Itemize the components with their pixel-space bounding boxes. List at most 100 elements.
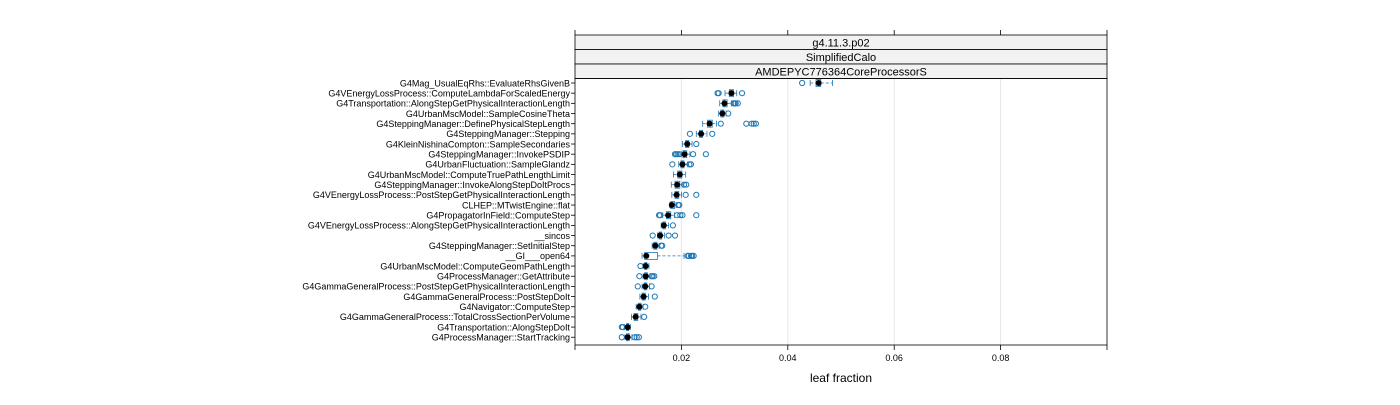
outlier-point — [725, 110, 732, 117]
median-dot — [652, 242, 659, 249]
category-label: G4UrbanMscModel::ComputeTruePathLengthLi… — [368, 170, 571, 180]
median-dot — [721, 100, 728, 107]
outlier-point — [634, 283, 641, 290]
outlier-point — [693, 140, 700, 148]
median-dot — [640, 293, 647, 300]
outlier-point — [651, 293, 658, 300]
category-label: G4SteppingManager::SetInitialStep — [429, 241, 570, 251]
outlier-point — [635, 334, 642, 341]
outlier-point — [752, 120, 759, 127]
category-label: G4SteppingManager::InvokePSDIP — [428, 149, 570, 159]
category-label: G4PropagatorInField::ComputeStep — [426, 211, 570, 221]
outlier-point — [732, 100, 739, 107]
median-dot — [719, 110, 726, 117]
outlier-point — [651, 273, 658, 280]
x-tick-label: 0.02 — [673, 353, 691, 363]
median-dot — [674, 181, 681, 188]
strip-label: SimplifiedCalo — [806, 52, 876, 64]
outlier-point — [637, 262, 644, 270]
category-label: G4VEnergyLossProcess::PostStepGetPhysica… — [313, 190, 570, 200]
outlier-point — [799, 79, 806, 87]
category-label: G4SteppingManager::DefinePhysicalStepLen… — [376, 119, 570, 129]
median-dot — [673, 191, 680, 198]
outlier-point — [693, 191, 700, 198]
category-label: G4VEnergyLossProcess::AlongStepGetPhysic… — [308, 221, 570, 231]
outlier-point — [690, 252, 697, 259]
median-dot — [642, 273, 649, 280]
outlier-point — [659, 242, 666, 249]
outlier-point — [715, 90, 722, 97]
median-dot — [684, 141, 691, 148]
box-layer — [618, 79, 833, 342]
median-dot — [632, 313, 639, 320]
median-dot — [815, 80, 822, 86]
category-label: CLHEP::MTwistEngine::flat — [462, 200, 571, 210]
median-dot — [706, 120, 713, 127]
outlier-point — [686, 130, 694, 137]
outlier-point — [748, 120, 755, 127]
outlier-point — [690, 151, 697, 158]
median-dot — [698, 130, 705, 137]
median-dot — [657, 232, 664, 239]
outlier-point — [682, 191, 689, 198]
outlier-point — [636, 273, 643, 280]
panel-border — [574, 78, 1108, 346]
outlier-point — [734, 100, 741, 107]
x-tick-label: 0.08 — [992, 353, 1010, 363]
category-label: G4GammaGeneralProcess::PostStepGetPhysic… — [302, 282, 570, 292]
x-tick-label: 0.06 — [885, 353, 903, 363]
strip-label: g4.11.3.p02 — [812, 38, 869, 50]
category-label: G4Mag_UsualEqRhs::EvaluateRhsGivenB — [400, 78, 570, 88]
category-label: G4ProcessManager::GetAttribute — [437, 272, 570, 282]
outlier-point — [680, 181, 688, 188]
outlier-point — [693, 212, 700, 219]
strip-layer: g4.11.3.p02 SimplifiedCalo AMDEPYC776364Co… — [574, 34, 1108, 79]
category-label: G4GammaGeneralProcess::PostStepDoIt — [403, 292, 570, 302]
median-dot — [642, 263, 649, 270]
category-label: __sincos — [533, 231, 570, 241]
median-dot — [668, 202, 675, 209]
outlier-point — [633, 334, 640, 341]
median-dot — [624, 324, 631, 331]
category-label: G4UrbanMscModel::SampleCosineTheta — [406, 109, 570, 119]
outlier-point — [669, 161, 676, 168]
category-label: G4ProcessManager::StartTracking — [432, 333, 570, 343]
median-dot — [681, 151, 688, 158]
outlier-point — [750, 120, 757, 127]
category-label: G4GammaGeneralProcess::TotalCrossSection… — [340, 312, 570, 322]
x-tick-label: 0.04 — [779, 353, 797, 363]
outlier-point — [641, 313, 648, 321]
strip-label: AMDEPYC776364CoreProcessorS — [755, 67, 927, 79]
outlier-point — [677, 212, 684, 219]
category-label: G4Transportation::AlongStepDoIt — [437, 322, 570, 332]
category-label: G4VEnergyLossProcess::ComputeLambdaForSc… — [328, 88, 570, 98]
median-dot — [642, 283, 649, 290]
category-label: G4SteppingManager::Stepping — [446, 129, 570, 139]
outlier-point — [618, 334, 625, 341]
median-dot — [679, 161, 686, 168]
category-label: G4Navigator::ComputeStep — [459, 302, 570, 312]
category-label: G4UrbanMscModel::ComputeGeomPathLength — [380, 261, 570, 271]
median-dot — [636, 303, 643, 310]
median-dot — [624, 334, 631, 341]
outlier-point — [631, 334, 638, 341]
outlier-point — [642, 303, 649, 310]
outlier-point — [687, 161, 695, 168]
median-dot — [660, 222, 667, 229]
x-axis-title: leaf fraction — [810, 371, 872, 385]
outlier-point — [683, 181, 690, 188]
outlier-point — [649, 232, 656, 239]
outlier-point — [669, 222, 676, 229]
category-label-layer: G4Mag_UsualEqRhs::EvaluateRhsGivenBG4VEn… — [302, 78, 570, 342]
outlier-point — [702, 151, 709, 158]
outlier-point — [665, 232, 672, 239]
outlier-point — [717, 120, 724, 127]
category-label: G4UrbanFluctuation::SampleGlandz — [425, 160, 570, 170]
outlier-point — [676, 201, 683, 209]
median-dot — [665, 212, 672, 219]
outlier-point — [671, 232, 679, 239]
median-dot — [676, 171, 683, 178]
outlier-point — [648, 283, 655, 290]
